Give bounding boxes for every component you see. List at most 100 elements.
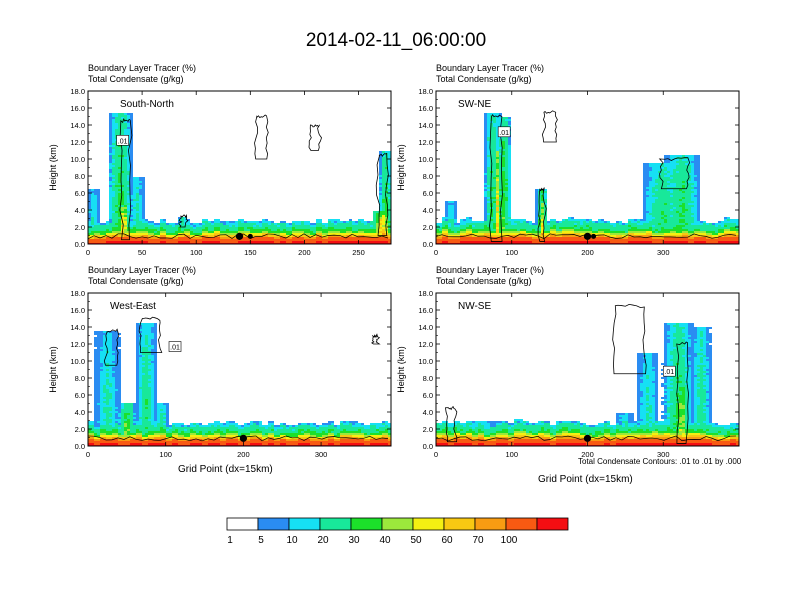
field-cell xyxy=(682,187,685,189)
field-cell xyxy=(109,403,112,405)
field-cell xyxy=(454,201,457,203)
field-cell xyxy=(106,239,109,241)
field-cell xyxy=(256,229,259,231)
field-cell xyxy=(163,227,166,229)
field-cell xyxy=(670,197,673,199)
field-cell xyxy=(376,229,379,231)
field-cell xyxy=(187,221,190,223)
field-cell xyxy=(109,397,112,399)
field-cell xyxy=(319,237,322,239)
field-cell xyxy=(448,225,451,227)
field-cell xyxy=(217,227,220,229)
field-cell xyxy=(163,233,166,235)
field-cell xyxy=(112,367,115,369)
field-cell xyxy=(130,171,133,173)
field-cell xyxy=(142,185,145,187)
field-cell xyxy=(688,165,691,167)
field-cell xyxy=(505,207,508,209)
field-cell xyxy=(445,221,448,223)
field-cell xyxy=(109,223,112,225)
field-cell xyxy=(88,215,91,217)
field-cell xyxy=(622,227,625,229)
field-cell xyxy=(529,239,532,241)
field-cell xyxy=(376,239,379,241)
field-cell xyxy=(211,235,214,237)
field-cell xyxy=(100,349,103,351)
field-cell xyxy=(97,215,100,217)
field-cell xyxy=(379,221,382,223)
field-cell xyxy=(613,223,616,225)
field-cell xyxy=(136,203,139,205)
field-cell xyxy=(508,231,511,233)
field-cell xyxy=(640,231,643,233)
field-cell xyxy=(643,217,646,219)
field-cell xyxy=(124,235,127,237)
x-tick-label: 250 xyxy=(352,248,365,257)
field-cell xyxy=(670,167,673,169)
field-cell xyxy=(313,229,316,231)
field-cell xyxy=(106,423,109,425)
field-cell xyxy=(508,139,511,141)
field-cell xyxy=(115,169,118,171)
field-cell xyxy=(157,239,160,241)
field-cell xyxy=(652,191,655,193)
field-cell xyxy=(559,241,562,243)
field-cell xyxy=(562,221,565,223)
field-cell xyxy=(112,229,115,231)
field-cell xyxy=(100,409,103,411)
field-cell xyxy=(691,225,694,227)
field-cell xyxy=(127,225,130,227)
field-cell xyxy=(283,241,286,243)
field-cell xyxy=(733,241,736,243)
field-cell xyxy=(709,229,712,231)
field-cell xyxy=(670,237,673,239)
field-cell xyxy=(115,157,118,159)
field-cell xyxy=(658,235,661,237)
field-cell xyxy=(160,235,163,237)
field-cell xyxy=(322,225,325,227)
field-cell xyxy=(583,219,586,221)
field-cell xyxy=(196,237,199,239)
field-cell xyxy=(127,195,130,197)
field-cell xyxy=(259,229,262,231)
field-cell xyxy=(100,375,103,377)
field-cell xyxy=(706,237,709,239)
field-cell xyxy=(541,197,544,199)
field-cell xyxy=(313,233,316,235)
field-cell xyxy=(727,237,730,239)
field-cell xyxy=(91,191,94,193)
field-cell xyxy=(718,227,721,229)
field-cell xyxy=(688,173,691,175)
field-cell xyxy=(496,177,499,179)
field-cell xyxy=(562,235,565,237)
field-cell xyxy=(385,211,388,213)
field-cell xyxy=(382,171,385,173)
field-cell xyxy=(388,233,391,235)
field-cell xyxy=(505,125,508,127)
field-cell xyxy=(310,241,313,243)
field-cell xyxy=(679,205,682,207)
field-cell xyxy=(484,183,487,185)
field-cell xyxy=(574,235,577,237)
field-cell xyxy=(97,205,100,207)
field-cell xyxy=(331,219,334,221)
field-cell xyxy=(721,229,724,231)
field-cell xyxy=(184,231,187,233)
field-cell xyxy=(355,229,358,231)
field-cell xyxy=(499,141,502,143)
field-cell xyxy=(538,221,541,223)
field-cell xyxy=(487,179,490,181)
field-cell xyxy=(658,177,661,179)
field-cell xyxy=(205,221,208,223)
field-cell xyxy=(493,149,496,151)
field-cell xyxy=(697,173,700,175)
field-cell xyxy=(670,219,673,221)
field-cell xyxy=(475,227,478,229)
field-cell xyxy=(334,219,337,221)
field-cell xyxy=(220,237,223,239)
field-cell xyxy=(124,215,127,217)
field-cell xyxy=(526,233,529,235)
field-cell xyxy=(253,239,256,241)
field-cell xyxy=(364,223,367,225)
field-cell xyxy=(106,371,109,373)
